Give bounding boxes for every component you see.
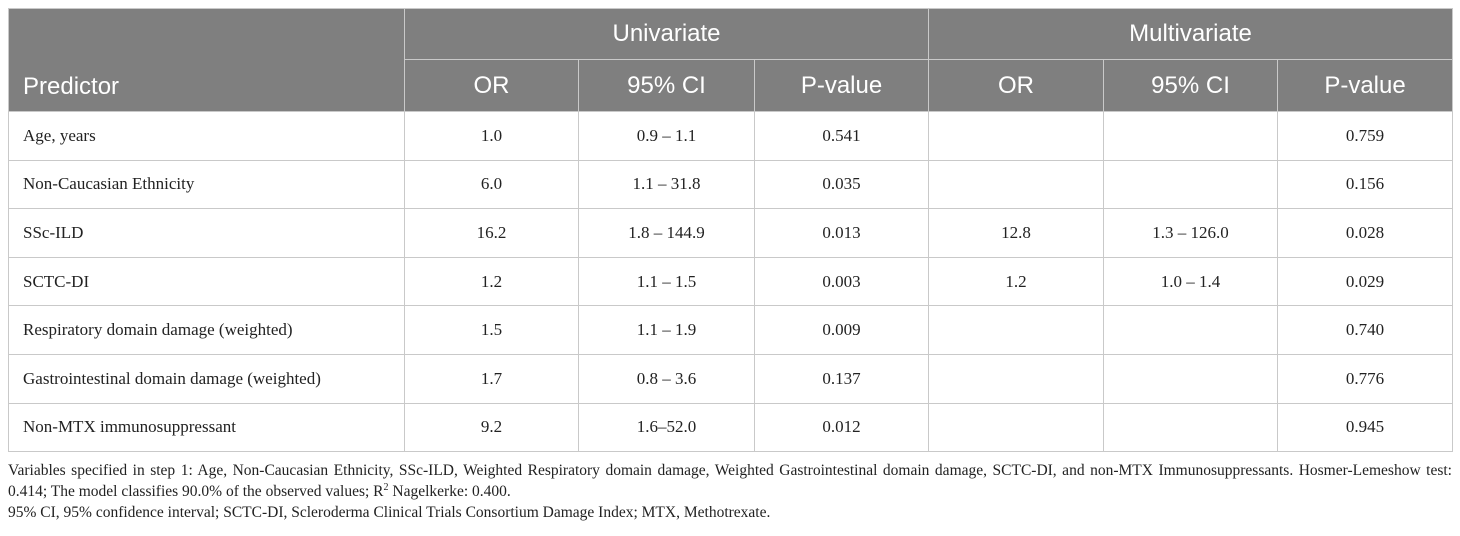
uni-ci-cell: 1.1 – 31.8 <box>578 159 755 210</box>
footnote-model-text-end: Nagelkerke: 0.400. <box>388 483 511 501</box>
uni-p-cell: 0.035 <box>753 159 930 210</box>
uni-p-cell: 0.012 <box>753 402 930 453</box>
footnote-abbreviations: 95% CI, 95% confidence interval; SCTC-DI… <box>8 504 771 522</box>
multi-p-cell: 0.029 <box>1277 256 1454 307</box>
multi-or-header: OR <box>928 59 1105 112</box>
predictor-cell: Non-Caucasian Ethnicity <box>8 159 405 210</box>
uni-or-cell: 9.2 <box>404 402 579 453</box>
table-container: Predictor Univariate Multivariate OR 95%… <box>8 8 1454 523</box>
multi-ci-cell <box>1103 353 1279 404</box>
table-row: SSc-ILD 16.2 1.8 – 144.9 0.013 12.8 1.3 … <box>8 208 1454 258</box>
multi-or-cell <box>928 353 1105 404</box>
multi-p-cell: 0.776 <box>1277 353 1454 404</box>
multi-p-header: P-value <box>1277 59 1454 112</box>
footnote-model: Variables specified in step 1: Age, Non-… <box>8 460 1452 502</box>
predictor-cell: Gastrointestinal domain damage (weighted… <box>8 353 405 404</box>
table-footnotes: Variables specified in step 1: Age, Non-… <box>8 460 1452 523</box>
multi-p-cell: 0.156 <box>1277 159 1454 210</box>
header-group-row: Predictor Univariate Multivariate <box>8 8 1454 112</box>
table-row: Gastrointestinal domain damage (weighted… <box>8 353 1454 404</box>
uni-ci-cell: 1.1 – 1.9 <box>578 305 755 355</box>
multi-p-cell: 0.740 <box>1277 305 1454 355</box>
predictor-cell: Non-MTX immunosuppressant <box>8 402 405 453</box>
uni-p-cell: 0.009 <box>753 305 930 355</box>
uni-or-cell: 1.5 <box>404 305 579 355</box>
multi-or-cell: 12.8 <box>928 208 1105 258</box>
table-row: Age, years 1.0 0.9 – 1.1 0.541 0.759 <box>8 111 1454 161</box>
multi-ci-cell: 1.3 – 126.0 <box>1103 208 1279 258</box>
uni-p-cell: 0.137 <box>753 353 930 404</box>
table-row: Non-MTX immunosuppressant 9.2 1.6–52.0 0… <box>8 402 1454 453</box>
uni-or-header: OR <box>404 59 579 112</box>
uni-or-cell: 1.0 <box>404 111 579 161</box>
multi-ci-cell <box>1103 402 1279 453</box>
uni-ci-cell: 1.8 – 144.9 <box>578 208 755 258</box>
predictor-cell: SCTC-DI <box>8 256 405 307</box>
multi-ci-cell <box>1103 111 1279 161</box>
multi-or-cell <box>928 402 1105 453</box>
uni-p-header: P-value <box>753 59 930 112</box>
uni-p-cell: 0.013 <box>753 208 930 258</box>
uni-or-cell: 6.0 <box>404 159 579 210</box>
multi-ci-cell: 1.0 – 1.4 <box>1103 256 1279 307</box>
header-column-row: OR 95% CI P-value OR 95% CI P-value <box>9 59 1454 112</box>
predictor-cell: Age, years <box>8 111 405 161</box>
table-row: Respiratory domain damage (weighted) 1.5… <box>8 305 1454 355</box>
uni-ci-cell: 0.8 – 3.6 <box>578 353 755 404</box>
multi-or-cell <box>928 159 1105 210</box>
uni-ci-cell: 1.1 – 1.5 <box>578 256 755 307</box>
multi-ci-cell <box>1103 305 1279 355</box>
uni-ci-cell: 1.6–52.0 <box>578 402 755 453</box>
r-squared-superscript: 2 <box>383 482 389 493</box>
uni-or-cell: 16.2 <box>404 208 579 258</box>
uni-p-cell: 0.541 <box>753 111 930 161</box>
footnote-model-text: Variables specified in step 1: Age, Non-… <box>8 462 1452 501</box>
predictor-cell: Respiratory domain damage (weighted) <box>8 305 405 355</box>
predictor-cell: SSc-ILD <box>8 208 405 258</box>
multivariate-group-header: Multivariate <box>928 8 1454 60</box>
results-table: Predictor Univariate Multivariate OR 95%… <box>8 8 1454 453</box>
uni-or-cell: 1.2 <box>404 256 579 307</box>
multi-ci-cell <box>1103 159 1279 210</box>
uni-or-cell: 1.7 <box>404 353 579 404</box>
predictor-header: Predictor <box>8 8 405 112</box>
multi-ci-header: 95% CI <box>1103 59 1279 112</box>
table-row: Non-Caucasian Ethnicity 6.0 1.1 – 31.8 0… <box>8 159 1454 210</box>
multi-p-cell: 0.759 <box>1277 111 1454 161</box>
multi-or-cell: 1.2 <box>928 256 1105 307</box>
multi-or-cell <box>928 111 1105 161</box>
table-row: SCTC-DI 1.2 1.1 – 1.5 0.003 1.2 1.0 – 1.… <box>8 256 1454 307</box>
uni-ci-header: 95% CI <box>578 59 755 112</box>
multi-or-cell <box>928 305 1105 355</box>
multi-p-cell: 0.945 <box>1277 402 1454 453</box>
multi-p-cell: 0.028 <box>1277 208 1454 258</box>
uni-ci-cell: 0.9 – 1.1 <box>578 111 755 161</box>
univariate-group-header: Univariate <box>403 8 930 60</box>
uni-p-cell: 0.003 <box>753 256 930 307</box>
